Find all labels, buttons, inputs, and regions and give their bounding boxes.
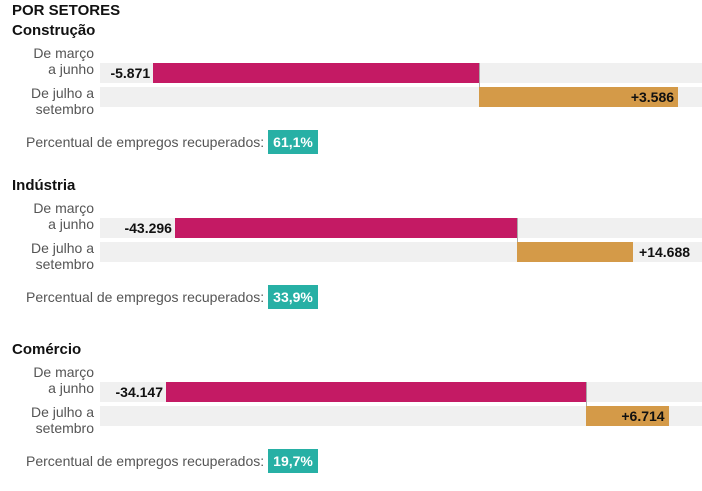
recovered-badge: 19,7% bbox=[268, 449, 318, 473]
recovered-label: Percentual de empregos recuperados: bbox=[26, 134, 265, 150]
loss-bar bbox=[174, 218, 517, 238]
recovered-percentage: Percentual de empregos recuperados: 19,7% bbox=[26, 449, 318, 473]
zero-axis bbox=[479, 63, 480, 107]
row-label-line: a junho bbox=[48, 380, 94, 396]
row-label-line: a junho bbox=[48, 61, 94, 77]
row-label-period-1: De março a junho bbox=[4, 364, 94, 396]
sector-title: Indústria bbox=[12, 177, 76, 194]
gain-bar bbox=[586, 406, 669, 426]
bar-track bbox=[100, 406, 702, 426]
row-label-period-2: De julho a setembro bbox=[4, 240, 94, 272]
sector-chart: Comércio De março a junho De julho a setem… bbox=[0, 341, 702, 491]
row-label-period-1: De março a junho bbox=[4, 200, 94, 232]
row-label-period-2: De julho a setembro bbox=[4, 404, 94, 436]
sector-title: Construção bbox=[12, 22, 96, 39]
recovered-percentage: Percentual de empregos recuperados: 33,9% bbox=[26, 285, 318, 309]
recovered-label: Percentual de empregos recuperados: bbox=[26, 453, 265, 469]
recovered-badge: 61,1% bbox=[268, 130, 318, 154]
gain-bar bbox=[517, 242, 634, 262]
row-label-line: De março bbox=[33, 45, 94, 61]
zero-axis bbox=[517, 218, 518, 262]
gain-value-label: +6.714 bbox=[621, 408, 665, 424]
gain-bar bbox=[479, 87, 679, 107]
row-label-line: De março bbox=[33, 364, 94, 380]
loss-bar bbox=[165, 382, 586, 402]
row-label-line: De março bbox=[33, 200, 94, 216]
zero-axis bbox=[586, 382, 587, 426]
row-label-period-2: De julho a setembro bbox=[4, 85, 94, 117]
sector-chart: Construção De março a junho De julho a set… bbox=[0, 22, 702, 172]
page-title: POR SETORES bbox=[12, 2, 121, 19]
row-label-line: De julho a bbox=[30, 240, 94, 256]
gain-value-label: +14.688 bbox=[639, 244, 691, 260]
sector-title: Comércio bbox=[12, 341, 82, 358]
row-label-line: setembro bbox=[35, 101, 94, 117]
row-label-period-1: De março a junho bbox=[4, 45, 94, 77]
recovered-badge: 33,9% bbox=[268, 285, 318, 309]
row-label-line: De julho a bbox=[30, 85, 94, 101]
loss-bar bbox=[153, 63, 479, 83]
loss-value-label: -5.871 bbox=[110, 65, 151, 81]
recovered-label: Percentual de empregos recuperados: bbox=[26, 289, 265, 305]
row-label-line: a junho bbox=[48, 216, 94, 232]
row-label-line: setembro bbox=[35, 420, 94, 436]
gain-value-label: +3.586 bbox=[630, 89, 675, 105]
row-label-line: De julho a bbox=[30, 404, 94, 420]
row-label-line: setembro bbox=[35, 256, 94, 272]
recovered-percentage: Percentual de empregos recuperados: 61,1% bbox=[26, 130, 318, 154]
loss-value-label: -34.147 bbox=[115, 384, 163, 400]
sector-chart: Indústria De março a junho De julho a sete… bbox=[0, 177, 702, 327]
loss-value-label: -43.296 bbox=[124, 220, 172, 236]
